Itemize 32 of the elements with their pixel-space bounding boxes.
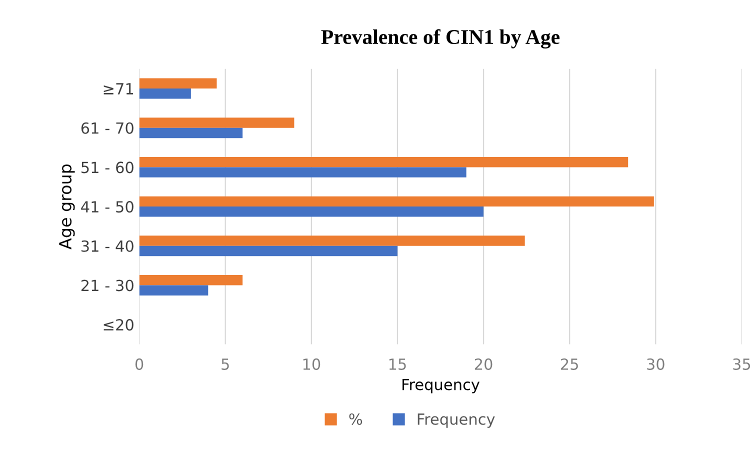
bar xyxy=(139,285,208,296)
y-tick-label: 31 - 40 xyxy=(82,240,134,252)
y-tick-label: 61 - 70 xyxy=(81,122,134,134)
bar xyxy=(139,236,525,246)
y-tick-label: ≤20 xyxy=(104,319,134,331)
x-tick-label: 35 xyxy=(733,358,750,370)
legend-label: % xyxy=(349,413,362,425)
x-tick-label: 30 xyxy=(647,358,664,370)
bar xyxy=(139,78,217,89)
x-tick-label: 5 xyxy=(222,358,229,370)
y-tick-label: 51 - 60 xyxy=(82,162,134,174)
bar xyxy=(139,156,628,168)
y-axis-title: Age group xyxy=(59,164,75,250)
bar xyxy=(139,275,243,286)
y-tick-label: 21 - 30 xyxy=(81,280,134,292)
chart-title: Prevalence of CIN1 by Age xyxy=(321,29,560,48)
x-tick-label: 10 xyxy=(303,358,320,370)
x-tick-label: 25 xyxy=(560,358,578,370)
x-tick-label: 0 xyxy=(135,358,144,370)
x-tick-label: 20 xyxy=(474,358,492,370)
bar xyxy=(139,196,654,207)
bar xyxy=(139,246,398,256)
bar xyxy=(139,88,191,99)
bar xyxy=(139,206,484,217)
x-tick-label: 15 xyxy=(389,358,406,370)
x-axis-title: Frequency xyxy=(402,378,480,394)
y-tick-label: 41 - 50 xyxy=(81,201,134,213)
bar xyxy=(139,128,243,138)
y-tick-label: ≥71 xyxy=(104,83,134,94)
legend-label: Frequency xyxy=(418,414,495,428)
bar xyxy=(139,167,466,178)
bar xyxy=(139,118,294,128)
